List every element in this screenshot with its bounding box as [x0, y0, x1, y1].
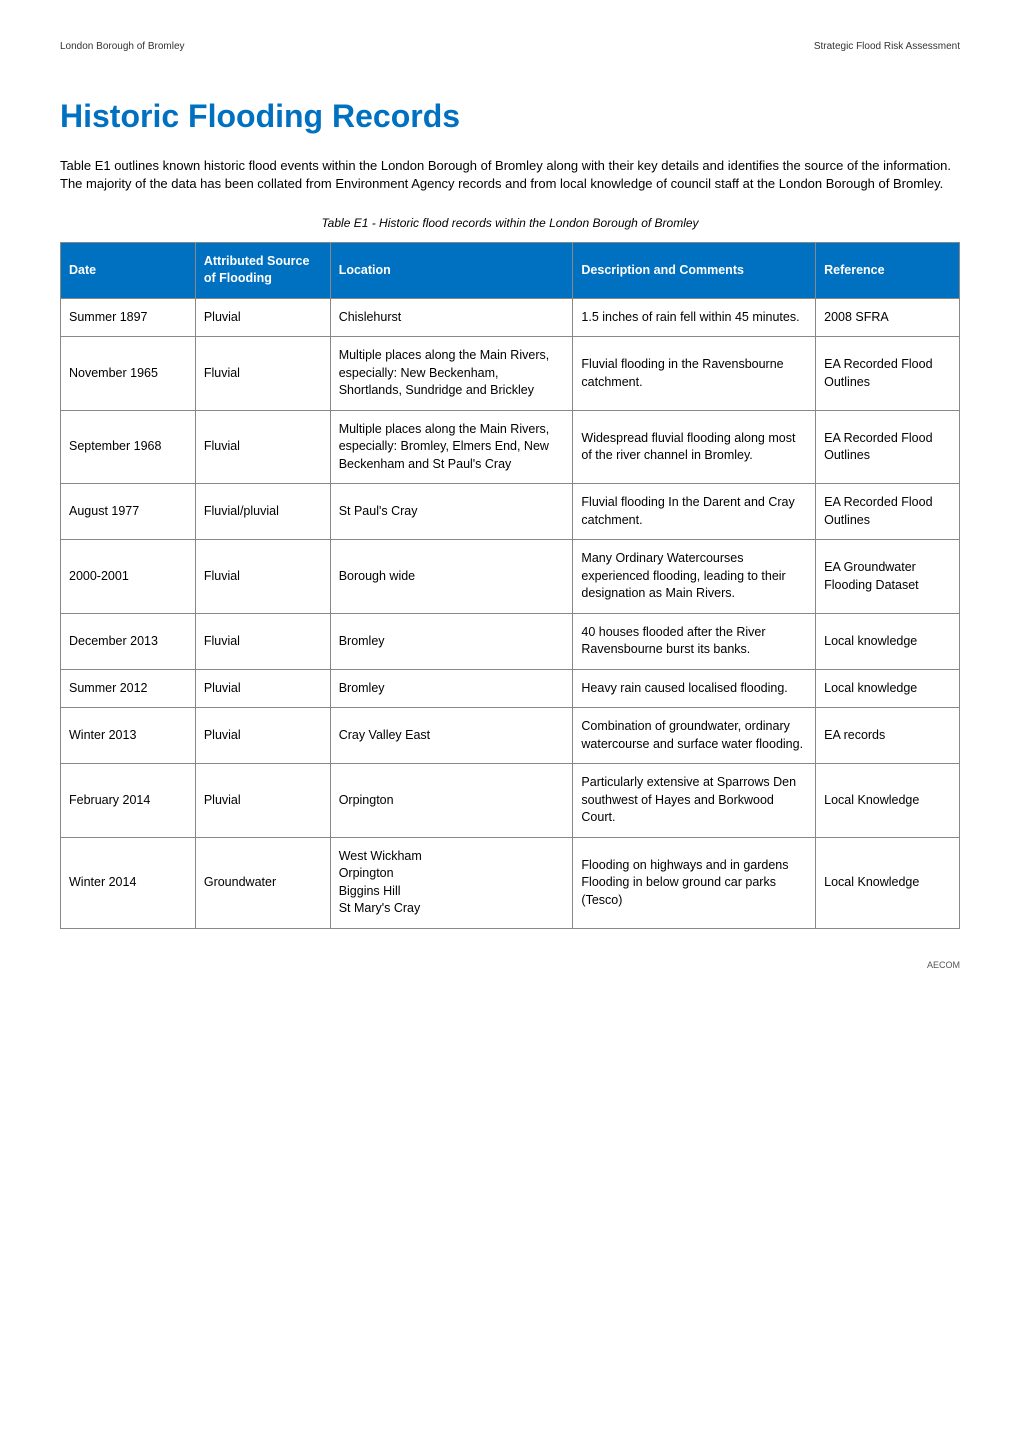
cell-date: Summer 2012 [61, 669, 196, 708]
cell-reference: EA records [816, 708, 960, 764]
cell-reference: 2008 SFRA [816, 298, 960, 337]
cell-description: 40 houses flooded after the River Ravens… [573, 613, 816, 669]
cell-reference: EA Recorded Flood Outlines [816, 337, 960, 411]
cell-description: Fluvial flooding In the Darent and Cray … [573, 484, 816, 540]
page-title: Historic Flooding Records [60, 94, 960, 139]
cell-date: February 2014 [61, 764, 196, 838]
cell-attributed: Fluvial/pluvial [195, 484, 330, 540]
cell-location: Multiple places along the Main Rivers, e… [330, 410, 573, 484]
cell-description: Combination of groundwater, ordinary wat… [573, 708, 816, 764]
table-row: November 1965FluvialMultiple places alon… [61, 337, 960, 411]
cell-description: Fluvial flooding in the Ravensbourne cat… [573, 337, 816, 411]
cell-location: Borough wide [330, 540, 573, 614]
header-left: London Borough of Bromley [60, 40, 185, 54]
table-row: Winter 2014GroundwaterWest WickhamOrping… [61, 837, 960, 928]
cell-location: St Paul's Cray [330, 484, 573, 540]
header-right: Strategic Flood Risk Assessment [814, 40, 960, 54]
cell-location: Orpington [330, 764, 573, 838]
cell-date: December 2013 [61, 613, 196, 669]
table-row: Summer 2012PluvialBromleyHeavy rain caus… [61, 669, 960, 708]
cell-reference: Local Knowledge [816, 837, 960, 928]
col-header-location: Location [330, 242, 573, 298]
cell-attributed: Fluvial [195, 540, 330, 614]
cell-attributed: Pluvial [195, 764, 330, 838]
cell-attributed: Pluvial [195, 708, 330, 764]
table-row: August 1977Fluvial/pluvialSt Paul's Cray… [61, 484, 960, 540]
page-footer: AECOM [60, 959, 960, 972]
cell-attributed: Fluvial [195, 410, 330, 484]
cell-reference: EA Recorded Flood Outlines [816, 484, 960, 540]
table-row: Summer 1897PluvialChislehurst1.5 inches … [61, 298, 960, 337]
cell-description: 1.5 inches of rain fell within 45 minute… [573, 298, 816, 337]
cell-reference: EA Recorded Flood Outlines [816, 410, 960, 484]
flood-records-table: Date Attributed Source of Flooding Locat… [60, 242, 960, 929]
cell-reference: EA Groundwater Flooding Dataset [816, 540, 960, 614]
cell-date: August 1977 [61, 484, 196, 540]
table-header-row: Date Attributed Source of Flooding Locat… [61, 242, 960, 298]
cell-description: Flooding on highways and in gardensFlood… [573, 837, 816, 928]
cell-date: Winter 2014 [61, 837, 196, 928]
cell-location: Multiple places along the Main Rivers, e… [330, 337, 573, 411]
col-header-reference: Reference [816, 242, 960, 298]
cell-attributed: Fluvial [195, 337, 330, 411]
cell-reference: Local knowledge [816, 613, 960, 669]
table-row: December 2013FluvialBromley40 houses flo… [61, 613, 960, 669]
cell-location: West WickhamOrpingtonBiggins HillSt Mary… [330, 837, 573, 928]
cell-date: Winter 2013 [61, 708, 196, 764]
cell-location: Bromley [330, 613, 573, 669]
cell-attributed: Pluvial [195, 298, 330, 337]
cell-description: Heavy rain caused localised flooding. [573, 669, 816, 708]
cell-reference: Local Knowledge [816, 764, 960, 838]
table-row: 2000-2001FluvialBorough wideMany Ordinar… [61, 540, 960, 614]
col-header-date: Date [61, 242, 196, 298]
cell-description: Many Ordinary Watercourses experienced f… [573, 540, 816, 614]
table-caption: Table E1 - Historic flood records within… [60, 215, 960, 232]
table-row: September 1968FluvialMultiple places alo… [61, 410, 960, 484]
cell-reference: Local knowledge [816, 669, 960, 708]
cell-attributed: Pluvial [195, 669, 330, 708]
cell-date: Summer 1897 [61, 298, 196, 337]
cell-date: November 1965 [61, 337, 196, 411]
table-row: February 2014PluvialOrpingtonParticularl… [61, 764, 960, 838]
cell-location: Cray Valley East [330, 708, 573, 764]
cell-date: September 1968 [61, 410, 196, 484]
col-header-description: Description and Comments [573, 242, 816, 298]
cell-description: Widespread fluvial flooding along most o… [573, 410, 816, 484]
cell-date: 2000-2001 [61, 540, 196, 614]
table-row: Winter 2013PluvialCray Valley EastCombin… [61, 708, 960, 764]
cell-location: Bromley [330, 669, 573, 708]
page-header: London Borough of Bromley Strategic Floo… [60, 40, 960, 54]
cell-attributed: Groundwater [195, 837, 330, 928]
cell-description: Particularly extensive at Sparrows Den s… [573, 764, 816, 838]
col-header-attributed: Attributed Source of Flooding [195, 242, 330, 298]
intro-paragraph: Table E1 outlines known historic flood e… [60, 157, 960, 193]
cell-location: Chislehurst [330, 298, 573, 337]
cell-attributed: Fluvial [195, 613, 330, 669]
